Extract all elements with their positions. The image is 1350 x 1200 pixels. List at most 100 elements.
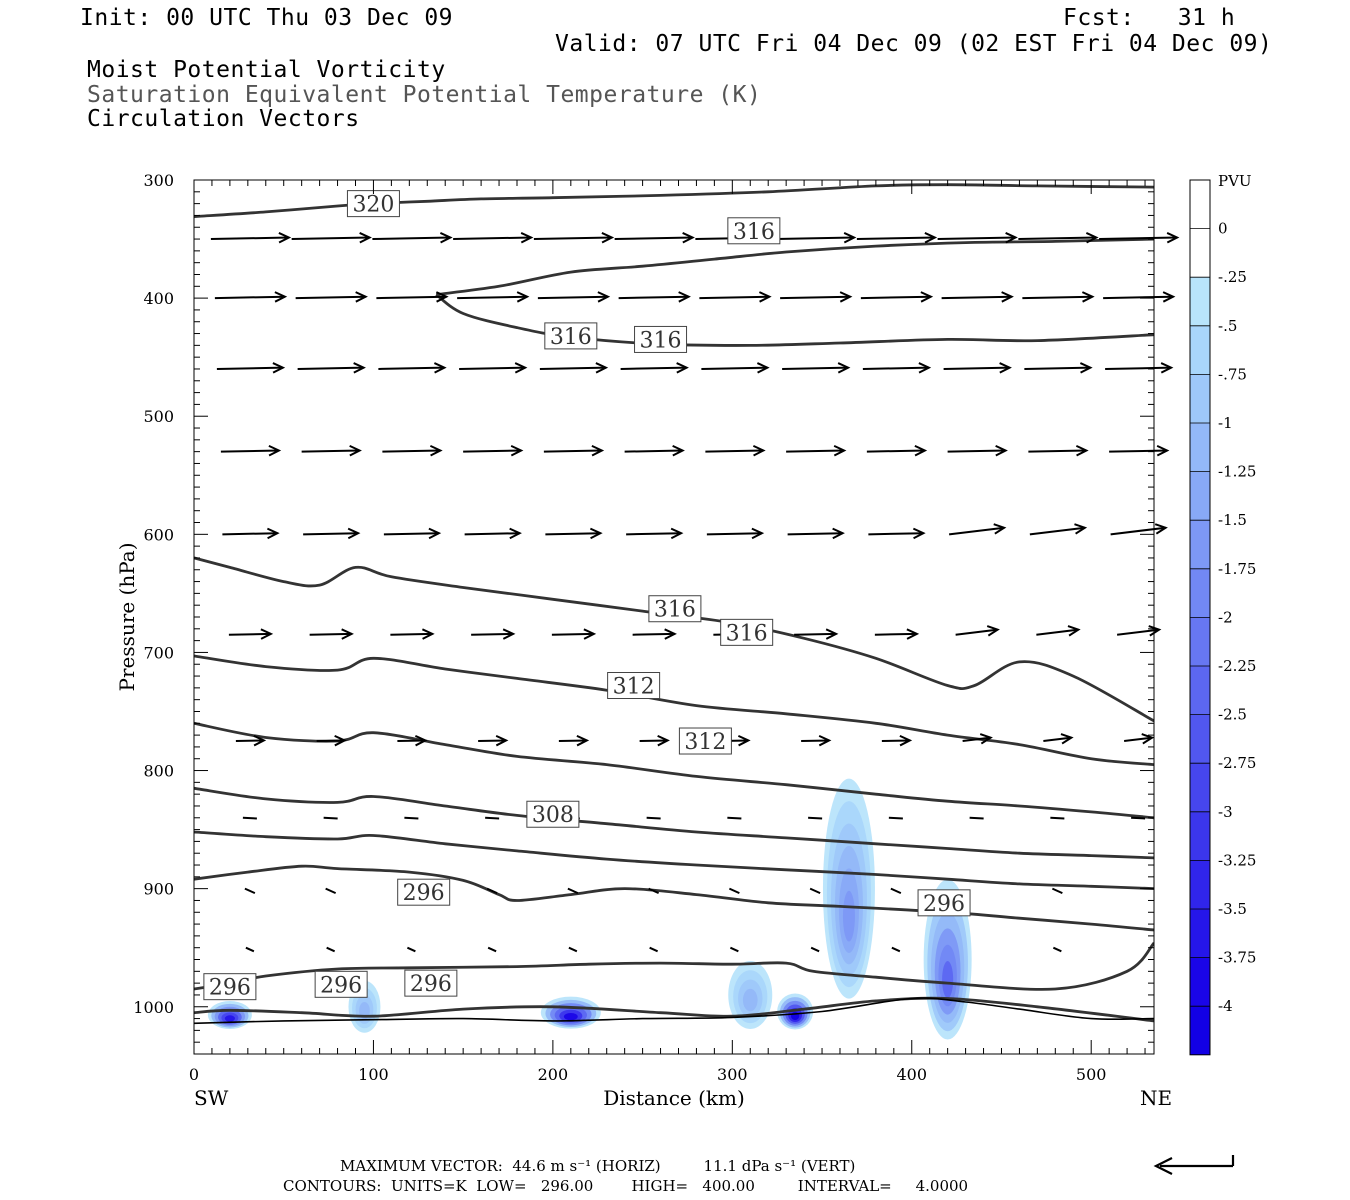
- x-tick-label: 500: [1076, 1065, 1107, 1084]
- vector-arrow: [620, 362, 689, 374]
- vector-arrow: [705, 444, 766, 457]
- vector-arrow: [301, 444, 362, 457]
- vector-arrow: [801, 734, 832, 747]
- y-tick-label: 800: [143, 762, 174, 781]
- vector-arrow: [786, 444, 847, 457]
- vector-arrow: [464, 527, 522, 540]
- vector-arrow: [648, 887, 660, 895]
- vector-arrow: [891, 946, 901, 953]
- vector-arrow: [794, 628, 839, 640]
- vector-arrow: [487, 946, 497, 953]
- vector-arrow: [376, 291, 449, 303]
- colorbar-label: -.75: [1218, 365, 1247, 383]
- contour-label-text: 316: [733, 220, 775, 245]
- colorbar-swatch: [1190, 617, 1210, 666]
- vector-arrow: [1103, 291, 1176, 303]
- colorbar-label: -2: [1218, 608, 1233, 626]
- sw-label: SW: [194, 1086, 229, 1110]
- init-time: Init: 00 UTC Thu 03 Dec 09: [80, 5, 454, 31]
- y-tick-label: 700: [143, 643, 174, 662]
- mpv-region-6: [923, 879, 972, 1040]
- colorbar-label: -3.75: [1218, 949, 1256, 967]
- ne-label: NE: [1140, 1086, 1172, 1110]
- vector-arrow: [1029, 523, 1088, 536]
- vector-arrow: [228, 628, 274, 640]
- vector-arrow: [478, 734, 509, 747]
- vector-arrow: [888, 816, 903, 820]
- x-axis-label: Distance (km): [603, 1086, 745, 1110]
- contour-label-text: 296: [209, 976, 251, 1001]
- contour-labels: 320 316 316 316 316 316 312 312 308 296 296 296 296 2…: [203, 190, 971, 1001]
- vector-arrow: [868, 527, 926, 540]
- contour-296-10: [194, 996, 1154, 1023]
- vector-arrow: [216, 362, 286, 374]
- x-tick-label: 300: [717, 1065, 748, 1084]
- colorbar-swatch: [1190, 714, 1210, 764]
- vector-arrow: [1123, 733, 1155, 745]
- contour-label-text: 320: [352, 193, 394, 218]
- contour-info: CONTOURS: UNITS=K LOW= 296.00 HIGH= 400.…: [283, 1177, 969, 1195]
- colorbar-swatch: [1190, 860, 1210, 909]
- vector-arrow: [874, 628, 920, 640]
- colorbar-label: -.25: [1218, 268, 1247, 286]
- vector-arrow: [235, 734, 267, 747]
- contour-label-text: 296: [320, 973, 362, 998]
- vector-arrow: [558, 734, 590, 747]
- y-axis-label: Pressure (hPa): [115, 543, 139, 692]
- vector-arrow: [382, 444, 443, 457]
- contour-296-9: [194, 942, 1154, 991]
- vector-arrow: [545, 527, 603, 540]
- colorbar-swatch: [1190, 909, 1210, 958]
- vector-arrow: [486, 887, 498, 895]
- vector-arrow: [220, 444, 282, 457]
- colorbar: 0 -.25 -.5 -.75 -1 -1.25 -1.5 -1.75 -2 -2.25 -2.5 -…: [1189, 179, 1256, 1056]
- vector-arrow: [626, 527, 684, 540]
- vector-arrow: [471, 628, 516, 640]
- circulation-vectors: [210, 231, 1180, 953]
- vector-arrow: [729, 946, 739, 953]
- contour-label: 316: [727, 217, 781, 245]
- colorbar-swatch: [1190, 957, 1210, 1007]
- colorbar-swatch: [1190, 568, 1210, 618]
- contour-label-text: 316: [550, 325, 592, 350]
- colorbar-swatch: [1190, 423, 1210, 472]
- y-tick-label: 500: [143, 407, 174, 426]
- vector-arrow: [1024, 362, 1093, 374]
- vector-arrow: [860, 291, 934, 303]
- contour-label: 316: [634, 325, 688, 353]
- colorbar-swatch: [1190, 666, 1210, 715]
- vector-arrow: [1099, 231, 1180, 244]
- vector-arrow: [323, 816, 338, 820]
- mpv-region-0: [207, 1001, 252, 1030]
- vector-arrow: [955, 625, 1000, 637]
- vector-arrow: [316, 734, 347, 747]
- vector-arrow: [1110, 523, 1168, 536]
- contour-label-text: 316: [654, 598, 696, 623]
- colorbar-label: -3.25: [1218, 851, 1256, 869]
- vector-arrow: [291, 231, 372, 244]
- contour-label: 296: [917, 889, 971, 917]
- vector-arrow: [459, 362, 528, 374]
- contour-label: 312: [607, 672, 661, 700]
- vector-arrow: [624, 444, 685, 457]
- contour-label: 316: [544, 322, 598, 350]
- mpv-region-5: [822, 778, 875, 999]
- colorbar-swatch: [1190, 325, 1210, 375]
- vector-arrow: [406, 946, 416, 953]
- vector-arrow: [222, 527, 280, 540]
- contour-label-text: 296: [410, 972, 452, 997]
- vector-arrow: [390, 628, 435, 640]
- mpv-region-3: [728, 960, 773, 1029]
- vector-arrow: [1051, 887, 1063, 895]
- contour-label-text: 296: [403, 881, 445, 906]
- colorbar-label: -2.75: [1218, 754, 1256, 772]
- vector-arrow: [485, 816, 500, 820]
- vector-arrow: [210, 231, 292, 244]
- vector-arrow: [947, 444, 1008, 457]
- contour-label: 296: [314, 970, 368, 998]
- vector-arrow: [1116, 625, 1162, 637]
- vector-arrow: [214, 291, 288, 303]
- valid-time: Valid: 07 UTC Fri 04 Dec 09 (02 EST Fri …: [555, 31, 1273, 57]
- vector-arrow: [244, 887, 256, 895]
- contour-316-3: [194, 556, 1154, 723]
